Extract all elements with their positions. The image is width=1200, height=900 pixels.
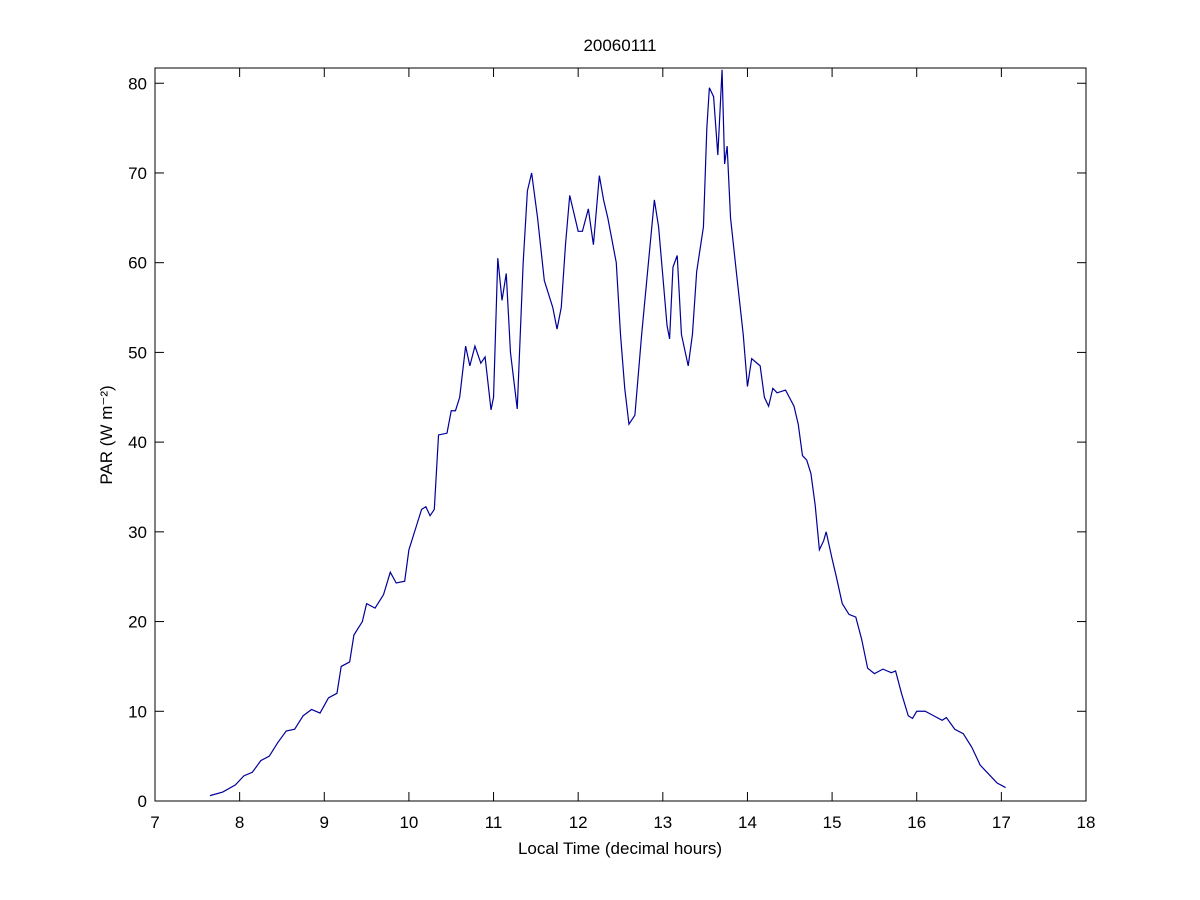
y-tick-label: 40 (128, 433, 147, 452)
x-tick-label: 15 (823, 813, 842, 832)
x-tick-label: 17 (992, 813, 1011, 832)
y-tick-label: 30 (128, 523, 147, 542)
y-tick-label: 20 (128, 613, 147, 632)
x-tick-label: 14 (738, 813, 757, 832)
y-tick-label: 0 (138, 792, 147, 811)
y-tick-label: 80 (128, 74, 147, 93)
x-tick-label: 10 (399, 813, 418, 832)
x-tick-label: 7 (150, 813, 159, 832)
plot-area (154, 67, 1087, 802)
y-axis-label: PAR (W m⁻²) (97, 385, 116, 484)
y-tick-label: 70 (128, 164, 147, 183)
x-tick-label: 8 (235, 813, 244, 832)
x-tick-label: 12 (569, 813, 588, 832)
y-tick-label: 60 (128, 254, 147, 273)
x-tick-label: 9 (320, 813, 329, 832)
x-tick-label: 13 (653, 813, 672, 832)
y-tick-label: 50 (128, 343, 147, 362)
data-line (209, 69, 1006, 797)
x-axis-label: Local Time (decimal hours) (518, 839, 722, 858)
y-tick-label: 10 (128, 702, 147, 721)
x-tick-label: 11 (485, 813, 503, 832)
x-tick-label: 18 (1077, 813, 1096, 832)
x-tick-label: 16 (907, 813, 926, 832)
chart-title: 20060111 (583, 36, 656, 55)
